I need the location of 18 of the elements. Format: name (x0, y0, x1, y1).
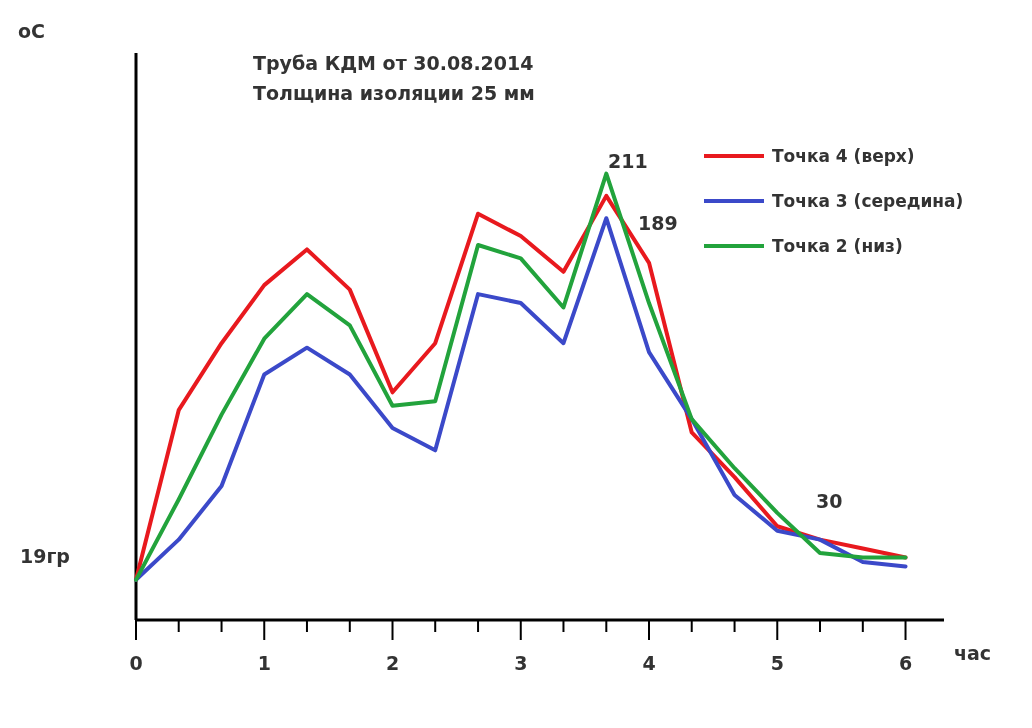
annotation: 189 (638, 212, 678, 234)
annotation: 30 (816, 490, 843, 512)
legend-label: Точка 4 (верх) (772, 146, 915, 166)
chart-subtitle: Толщина изоляции 25 мм (253, 82, 535, 104)
x-tick-label: 0 (129, 652, 143, 674)
x-tick-label: 1 (257, 652, 271, 674)
x-tick-label: 6 (898, 652, 913, 674)
x-tick-label: 3 (514, 652, 528, 674)
x-axis-title: час (954, 642, 992, 664)
x-tick-label: 5 (770, 652, 784, 674)
legend-label: Точка 3 (середина) (772, 191, 964, 211)
legend-label: Точка 2 (низ) (772, 236, 903, 256)
text: 211 (608, 150, 648, 172)
x-tick-label: 4 (642, 652, 656, 674)
text: 19гр (20, 545, 70, 567)
text: оС (18, 20, 45, 42)
x-tick-label: 2 (385, 652, 400, 674)
chart-title: Труба КДМ от 30.08.2014 (253, 52, 534, 74)
